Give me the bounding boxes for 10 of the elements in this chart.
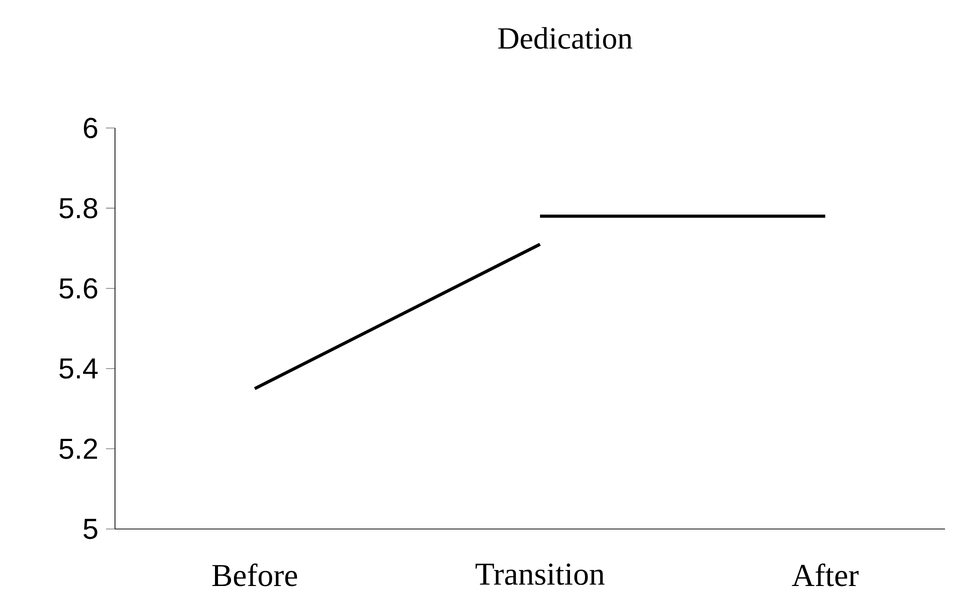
y-tick-label: 5.2	[59, 438, 98, 460]
y-tick-label: 5	[84, 518, 98, 540]
y-tick-label: 6	[84, 118, 98, 138]
x-tick-label: After	[792, 564, 859, 586]
x-tick-label: Transition	[476, 564, 604, 585]
y-tick-label: 5.8	[59, 198, 98, 218]
y-tick-label: 5.4	[59, 358, 98, 379]
x-tick-label: Before	[212, 564, 298, 586]
y-tick-label: 5.6	[59, 278, 98, 299]
chart-title: Dedication	[498, 27, 632, 49]
